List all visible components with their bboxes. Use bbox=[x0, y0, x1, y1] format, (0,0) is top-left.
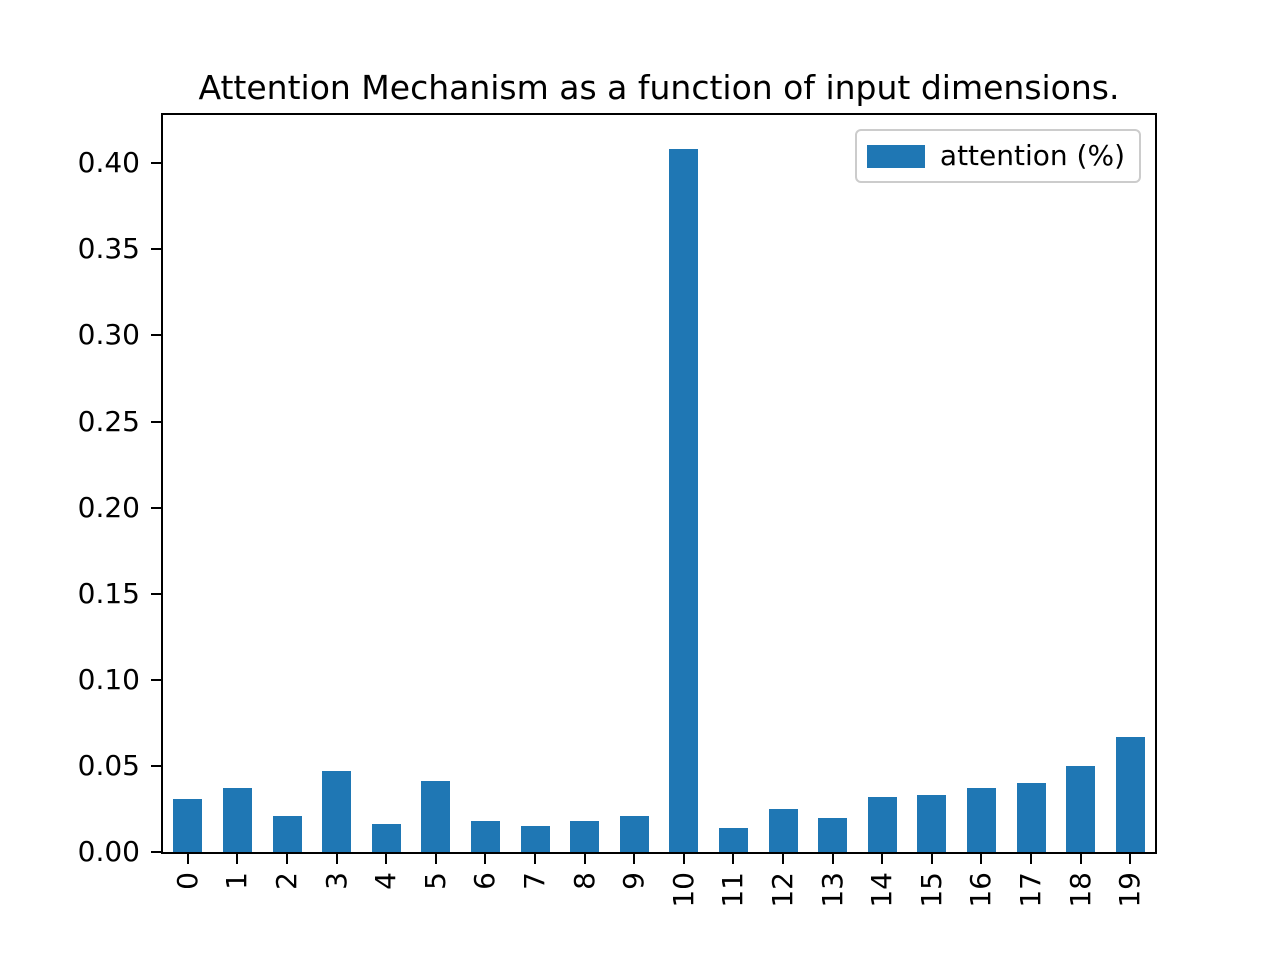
x-tick-label: 17 bbox=[1014, 872, 1047, 908]
x-tick-label: 13 bbox=[815, 872, 849, 908]
x-tick-label: 1 bbox=[220, 872, 254, 890]
x-tick-label: 6 bbox=[468, 872, 502, 890]
x-tick-label: 2 bbox=[270, 872, 303, 890]
x-tick-mark bbox=[782, 854, 784, 864]
x-tick-mark bbox=[682, 854, 685, 864]
x-tick-label: 18 bbox=[1063, 872, 1097, 908]
bar-2 bbox=[272, 815, 302, 852]
bar-17 bbox=[1016, 783, 1046, 852]
x-tick-label: 4 bbox=[369, 872, 403, 890]
x-tick-mark bbox=[980, 854, 983, 864]
x-tick-label: 12 bbox=[766, 872, 799, 908]
y-tick-mark bbox=[151, 334, 161, 337]
x-tick-label: 0 bbox=[170, 872, 204, 890]
bar-14 bbox=[867, 796, 897, 852]
x-tick-mark bbox=[732, 854, 735, 864]
y-tick-mark bbox=[151, 420, 161, 423]
y-tick-mark bbox=[151, 248, 161, 251]
y-tick-label: 0.25 bbox=[77, 404, 140, 438]
y-tick-label: 0.35 bbox=[77, 232, 140, 266]
bar-1 bbox=[222, 788, 252, 852]
y-tick-mark bbox=[151, 678, 161, 681]
y-tick-mark bbox=[151, 851, 161, 853]
y-tick-label: 0.40 bbox=[77, 146, 140, 180]
y-tick-label: 0.10 bbox=[77, 662, 140, 696]
bar-15 bbox=[917, 795, 947, 852]
x-tick-mark bbox=[484, 854, 487, 864]
x-tick-label: 16 bbox=[964, 872, 998, 908]
x-tick-label: 19 bbox=[1113, 872, 1147, 908]
legend: attention (%) bbox=[854, 129, 1141, 183]
x-tick-label: 14 bbox=[865, 872, 899, 908]
x-tick-mark bbox=[534, 854, 536, 864]
x-tick-mark bbox=[186, 854, 189, 864]
x-tick-label: 9 bbox=[617, 872, 651, 890]
chart-title: Attention Mechanism as a function of inp… bbox=[198, 68, 1120, 107]
x-tick-mark bbox=[633, 854, 636, 864]
y-tick-mark bbox=[151, 506, 161, 509]
y-tick-label: 0.20 bbox=[77, 490, 140, 524]
bar-3 bbox=[322, 771, 352, 852]
x-tick-mark bbox=[583, 854, 586, 864]
y-tick-mark bbox=[151, 162, 161, 165]
x-tick-mark bbox=[831, 854, 834, 864]
bar-10 bbox=[669, 149, 699, 852]
bar-13 bbox=[818, 817, 848, 852]
x-tick-mark bbox=[434, 854, 437, 864]
x-tick-label: 15 bbox=[914, 872, 948, 908]
bar-7 bbox=[520, 826, 550, 852]
x-tick-label: 11 bbox=[716, 872, 750, 908]
x-tick-label: 3 bbox=[319, 872, 353, 890]
x-tick-mark bbox=[236, 854, 239, 864]
x-tick-mark bbox=[930, 854, 933, 864]
y-tick-label: 0.15 bbox=[77, 576, 140, 610]
bar-11 bbox=[718, 827, 748, 852]
x-tick-label: 5 bbox=[418, 872, 452, 890]
legend-swatch-attention bbox=[866, 144, 925, 168]
y-tick-mark bbox=[151, 764, 161, 767]
bar-8 bbox=[570, 821, 600, 852]
legend-label: attention (%) bbox=[939, 139, 1125, 172]
bar-18 bbox=[1066, 765, 1096, 852]
bar-0 bbox=[173, 798, 203, 852]
x-tick-mark bbox=[881, 854, 884, 864]
y-tick-label: 0.05 bbox=[77, 748, 140, 782]
x-tick-label: 8 bbox=[567, 872, 601, 890]
x-tick-mark bbox=[1030, 854, 1032, 864]
x-tick-mark bbox=[1079, 854, 1082, 864]
y-tick-label: 0.30 bbox=[77, 318, 140, 352]
y-tick-label: 0.00 bbox=[77, 835, 140, 868]
bar-6 bbox=[470, 821, 500, 852]
x-tick-label: 10 bbox=[666, 872, 700, 908]
x-tick-label: 7 bbox=[518, 872, 551, 890]
bar-5 bbox=[421, 781, 451, 852]
bar-19 bbox=[1115, 736, 1145, 852]
plot-area: attention (%) bbox=[161, 113, 1157, 854]
bar-16 bbox=[966, 788, 996, 852]
bar-12 bbox=[768, 808, 798, 852]
bar-4 bbox=[371, 824, 401, 852]
bars-layer bbox=[163, 115, 1155, 852]
y-tick-mark bbox=[151, 592, 161, 595]
x-tick-mark bbox=[1129, 854, 1132, 864]
x-tick-mark bbox=[385, 854, 388, 864]
bar-9 bbox=[619, 815, 649, 852]
x-tick-mark bbox=[335, 854, 338, 864]
x-tick-mark bbox=[286, 854, 288, 864]
